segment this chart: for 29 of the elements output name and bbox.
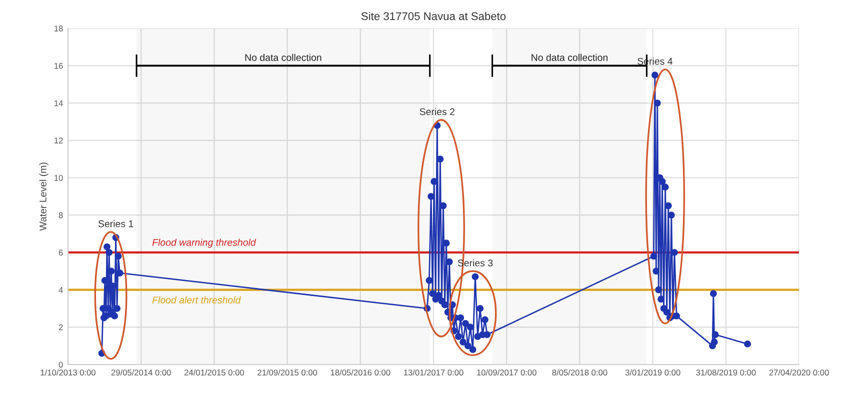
y-tick-label: 0 — [58, 362, 63, 368]
x-tick-label: 10/09/2017 0:00 — [477, 369, 536, 376]
y-tick-label: 6 — [58, 250, 63, 256]
y-tick-label: 8 — [58, 212, 63, 218]
x-tick-label: 21/09/2015 0:00 — [258, 369, 318, 376]
x-tick-label: 29/05/2014 0:00 — [111, 369, 171, 376]
band-label: No data collection — [532, 54, 608, 61]
y-tick-label: 10 — [54, 174, 63, 181]
x-tick-label: 3/01/2019 0:00 — [625, 369, 680, 376]
y-tick-label: 14 — [54, 100, 63, 106]
ref-line-label: Flood alert threshold — [152, 296, 241, 304]
y-tick-label: 18 — [54, 26, 63, 32]
annotation: Series 1 — [98, 220, 134, 228]
x-tick-label: 31/08/2019 0:00 — [696, 369, 756, 376]
y-tick-label: 2 — [58, 324, 63, 330]
y-tick-label: 16 — [54, 62, 63, 69]
annotation: Series 2 — [420, 108, 454, 116]
chart-title: Site 317705 Navua at Sabeto — [361, 12, 506, 20]
y-tick-label: 12 — [54, 138, 63, 144]
x-tick-label: 1/10/2013 0:00 — [40, 369, 96, 376]
y-axis-title: Water Level (m) — [39, 162, 48, 231]
x-tick-label: 8/05/2018 0:00 — [552, 369, 608, 376]
band-label: No data collection — [245, 54, 322, 61]
x-tick-label: 13/01/2017 0:00 — [404, 369, 464, 376]
x-tick-label: 18/05/2016 0:00 — [330, 369, 390, 376]
y-tick-label: 4 — [58, 287, 63, 293]
x-tick-label: 27/04/2020 0:00 — [769, 369, 829, 376]
ref-line-label: Flood warning threshold — [152, 238, 256, 248]
x-tick-label: 24/01/2015 0:00 — [184, 369, 244, 376]
